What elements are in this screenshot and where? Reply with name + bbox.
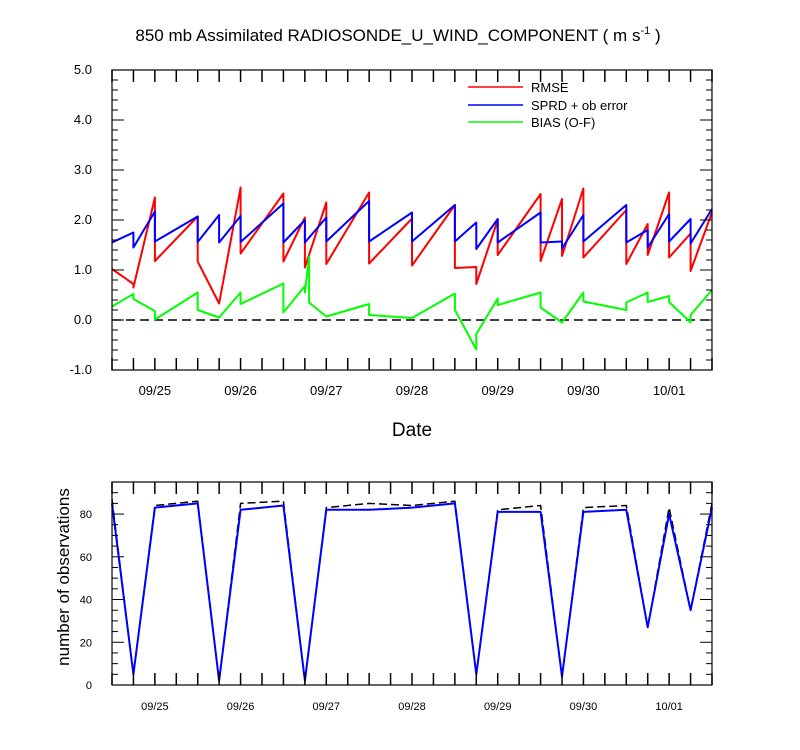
top-x-tick-label: 09/29 [481, 383, 514, 398]
top-x-tick-label: 09/30 [567, 383, 600, 398]
top-x-tick-label: 09/27 [310, 383, 343, 398]
obs-line-used [111, 502, 713, 682]
legend-label-rmse: RMSE [531, 80, 569, 95]
y-axis-title-observations: number of observations [54, 488, 73, 666]
bottom-x-tick-label: 09/28 [398, 701, 426, 713]
chart-title: 850 mb Assimilated RADIOSONDE_U_WIND_COM… [135, 25, 660, 45]
bottom-x-tick-label: 09/29 [484, 701, 512, 713]
top-x-tick-label: 09/26 [224, 383, 257, 398]
legend: RMSE SPRD + ob error BIAS (O-F) [468, 80, 628, 130]
top-x-tick-label: 09/28 [396, 383, 429, 398]
top-y-tick-label: 5.0 [74, 62, 92, 77]
bottom-y-tick-label: 80 [80, 509, 92, 521]
series-line-sprd-ob-error [111, 200, 713, 250]
bottom-x-tick-label: 10/01 [655, 701, 683, 713]
bottom-y-tick-label: 60 [80, 552, 92, 564]
bottom-y-tick-label: 0 [86, 680, 92, 692]
top-y-tick-label: 4.0 [74, 112, 92, 127]
bottom-x-tick-label: 09/30 [570, 701, 598, 713]
series-line-rmse [111, 186, 713, 305]
x-axis-title: Date [392, 420, 432, 441]
bottom-chart: 09/25 09/26 09/27 09/28 09/29 09/30 10/01 0 20 40… [54, 481, 713, 713]
bottom-x-tick-label: 09/27 [313, 701, 341, 713]
top-y-tick-label: 3.0 [74, 162, 92, 177]
top-y-tick-label: 2.0 [74, 212, 92, 227]
top-y-tick-label: 0.0 [74, 312, 92, 327]
bottom-x-tick-label: 09/25 [141, 701, 169, 713]
legend-label-bias: BIAS (O-F) [531, 115, 595, 130]
top-x-tick-label: 10/01 [653, 383, 686, 398]
top-x-tick-label: 09/25 [139, 383, 172, 398]
bottom-x-tick-label: 09/26 [227, 701, 255, 713]
top-y-tick-label: 1.0 [74, 262, 92, 277]
legend-label-sprd: SPRD + ob error [531, 98, 628, 113]
top-chart: 09/25 09/26 09/27 09/28 09/29 09/30 10/01 -1.0 0… [70, 62, 713, 441]
obs-line-possible [111, 499, 713, 682]
bottom-y-tick-label: 20 [80, 637, 92, 649]
top-y-tick-label: -1.0 [70, 362, 92, 377]
bottom-y-tick-label: 40 [80, 595, 92, 607]
bottom-plot-frame [111, 481, 713, 686]
series-line-bias-o-f [111, 255, 713, 351]
